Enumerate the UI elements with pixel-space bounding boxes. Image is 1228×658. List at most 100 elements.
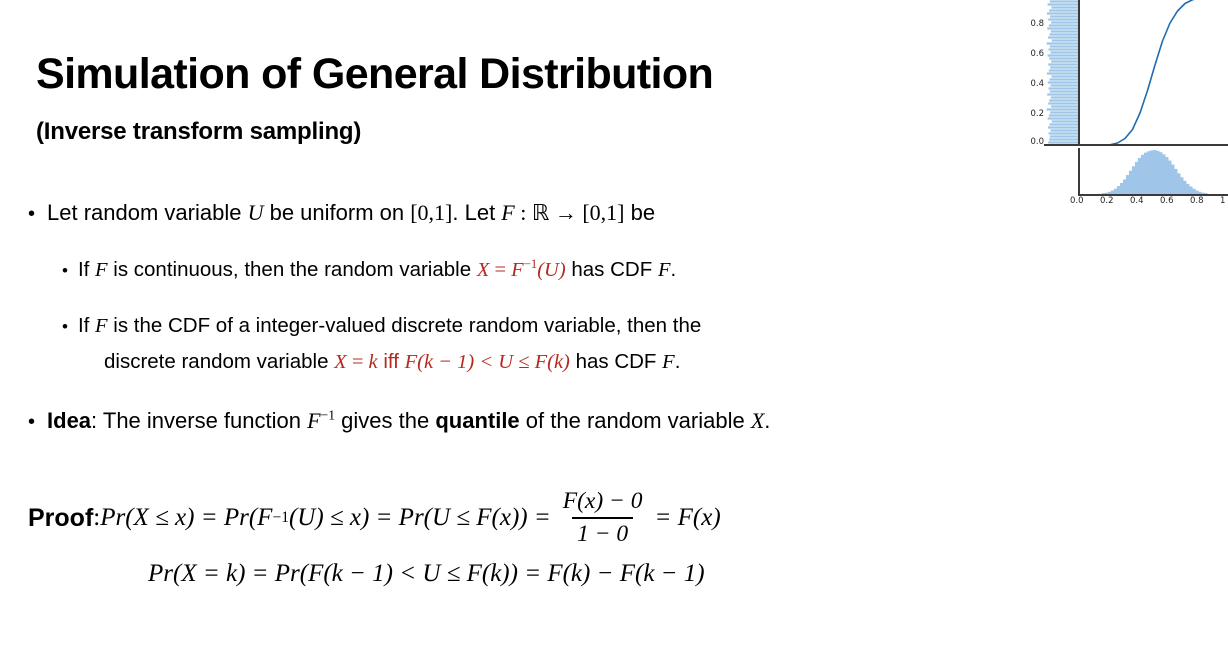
histogram-bar <box>1122 179 1127 194</box>
histogram-bar <box>1185 183 1190 194</box>
histogram-bar <box>1188 186 1193 194</box>
left-marginal-bar <box>1049 90 1078 93</box>
left-marginal-bar <box>1049 138 1078 141</box>
histogram-bar <box>1176 173 1181 194</box>
left-marginal-uniform-samples <box>1046 0 1078 144</box>
b3-line2-iff: iff <box>377 350 405 373</box>
b2-tail-f: F <box>657 259 671 281</box>
x-tick-4: 0.6 <box>1160 196 1174 206</box>
histogram-bar <box>1149 150 1154 194</box>
left-marginal-bar <box>1046 72 1078 75</box>
histogram-bar <box>1203 193 1208 194</box>
histogram-bar <box>1143 152 1148 194</box>
bullet-item-4: • Idea: The inverse function F−1 gives t… <box>28 406 770 435</box>
b2-eq-x: X <box>476 259 490 281</box>
left-marginal-bar <box>1050 15 1078 18</box>
histogram-bar <box>1125 175 1130 194</box>
b2-eq-sign: = <box>489 259 512 281</box>
left-marginal-bar <box>1051 39 1078 42</box>
b4-colon: : The inverse function <box>91 408 308 433</box>
left-marginal-bar <box>1047 81 1078 84</box>
b4-quantile-emphasis: quantile <box>435 408 520 433</box>
histogram-bar <box>1155 150 1160 194</box>
b3-line2-period: . <box>674 350 681 373</box>
histogram-bar <box>1101 193 1106 194</box>
proof-fraction: F(x) − 0 1 − 0 <box>558 488 648 548</box>
left-marginal-bar <box>1048 141 1078 144</box>
left-marginal-bar <box>1047 93 1078 96</box>
histogram-bar <box>1107 191 1112 194</box>
bullet-item-3-continued: discrete random variable X = k iff F(k −… <box>104 348 680 376</box>
proof-expr-part-2: (U) ≤ x) = Pr(U ≤ F(x)) = <box>288 504 551 531</box>
left-marginal-bar <box>1048 87 1078 90</box>
bullet-2-text: If F is continuous, then the random vari… <box>78 256 676 284</box>
b1-arrow-icon: → <box>549 200 583 225</box>
left-marginal-bar <box>1051 60 1078 63</box>
b4-exponent: −1 <box>320 407 336 423</box>
histogram-bar <box>1161 154 1166 194</box>
b2-eq-arg: (U) <box>537 259 566 281</box>
b4-tail: of the random variable <box>519 408 751 433</box>
x-tick-3: 0.4 <box>1130 196 1144 206</box>
left-marginal-bar <box>1050 66 1078 69</box>
histogram-bar <box>1179 177 1184 194</box>
left-marginal-bar <box>1047 117 1078 120</box>
histogram-bar <box>1104 192 1109 194</box>
y-tick-5: 0.2 <box>1030 109 1044 119</box>
histogram-bar <box>1200 192 1205 194</box>
bullet-dot-icon: • <box>62 261 68 280</box>
histogram-bar <box>1110 190 1115 194</box>
left-marginal-bar <box>1047 36 1078 39</box>
left-marginal-bar <box>1051 75 1078 78</box>
left-marginal-bar <box>1048 102 1078 105</box>
b4-var-x: X <box>750 408 765 433</box>
left-marginal-bar <box>1049 99 1078 102</box>
left-marginal-bar <box>1051 21 1078 24</box>
left-marginal-bar <box>1050 84 1078 87</box>
b2-pre: If <box>77 258 96 281</box>
left-marginal-bar <box>1049 33 1078 36</box>
left-marginal-bar <box>1048 69 1078 72</box>
y-tick-2: 0.8 <box>1030 19 1044 29</box>
b2-eq-f: F <box>511 259 524 281</box>
b1-mid-2: . Let <box>452 200 502 225</box>
histogram-bar <box>1134 161 1139 194</box>
left-marginal-bar <box>1046 108 1078 111</box>
proof-expr-part-1: Pr(X ≤ x) = Pr(F <box>100 504 273 531</box>
b3-line2-pre: discrete random variable <box>104 350 335 373</box>
left-marginal-bar <box>1051 105 1078 108</box>
bullet-1-text: Let random variable U be uniform on [0,1… <box>47 198 655 227</box>
b1-var-u: U <box>247 200 264 225</box>
figure-axis-divider <box>1044 144 1228 146</box>
b1-tail: be <box>624 200 656 225</box>
left-marginal-bar <box>1050 30 1078 33</box>
b1-colon: : <box>514 200 532 225</box>
y-tick-3: 0.6 <box>1030 49 1044 59</box>
b3-line2-eq: = <box>346 351 369 373</box>
left-marginal-bar <box>1051 120 1078 123</box>
histogram-bar <box>1197 191 1202 194</box>
b1-interval-2: [0,1] <box>582 200 625 225</box>
x-tick-5: 0.8 <box>1190 196 1204 206</box>
histogram-bar <box>1131 166 1136 194</box>
bullet-item-3: • If F is the CDF of a integer-valued di… <box>62 312 701 340</box>
bullet-item-2: • If F is continuous, then the random va… <box>62 256 676 284</box>
y-axis-ticks: 1.0 0.8 0.6 0.4 0.2 0.0 <box>1018 0 1044 147</box>
histogram-bar <box>1194 190 1199 194</box>
histogram-bar <box>1158 152 1163 194</box>
b2-mid: is continuous, then the random variable <box>107 258 477 281</box>
left-marginal-bar <box>1049 57 1078 60</box>
histogram-bar <box>1113 188 1118 194</box>
proof-label: Proof <box>28 503 94 532</box>
left-marginal-bar <box>1046 12 1078 15</box>
histogram-bar <box>1167 160 1172 194</box>
left-marginal-bar <box>1047 27 1078 30</box>
b3-line2-f: F <box>662 351 675 373</box>
histogram-bar <box>1146 151 1151 194</box>
left-marginal-bar <box>1047 126 1078 129</box>
left-marginal-bar <box>1049 123 1078 126</box>
histogram-bar <box>1152 150 1157 194</box>
b2-var-f: F <box>95 259 108 281</box>
histogram-bar <box>1116 186 1121 194</box>
bullet-dot-icon: • <box>28 411 36 433</box>
